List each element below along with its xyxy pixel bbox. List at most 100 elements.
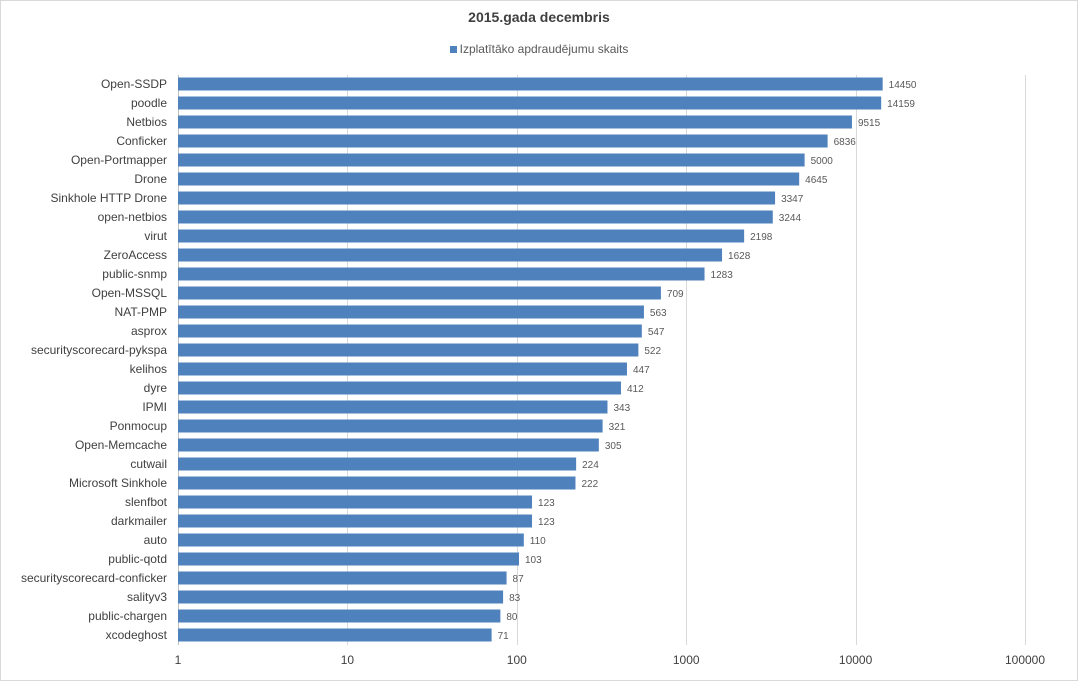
- category-label: public-qotd: [108, 552, 167, 566]
- data-label: 110: [530, 536, 546, 547]
- data-label: 1628: [728, 251, 751, 262]
- bar: [178, 343, 639, 357]
- data-label: 4645: [805, 175, 828, 186]
- category-label: kelihos: [130, 362, 167, 376]
- category-label: Microsoft Sinkhole: [69, 476, 167, 490]
- bar: [178, 628, 492, 642]
- bar: [178, 438, 599, 452]
- bar: [178, 153, 805, 167]
- bar: [178, 571, 507, 585]
- category-label: open-netbios: [98, 210, 167, 224]
- data-label: 123: [538, 498, 555, 509]
- data-label: 87: [513, 574, 525, 585]
- data-label: 9515: [858, 118, 881, 129]
- category-label: Conficker: [116, 134, 167, 148]
- category-label: asprox: [131, 324, 167, 338]
- grid-lines: [178, 75, 1026, 645]
- data-label: 5000: [811, 156, 834, 167]
- category-label: Drone: [134, 172, 167, 186]
- category-label: IPMI: [142, 400, 167, 414]
- category-label: Ponmocup: [110, 419, 168, 433]
- bar: [178, 134, 828, 148]
- category-label: securityscorecard-conficker: [21, 571, 167, 585]
- category-label: Open-MSSQL: [92, 286, 168, 300]
- data-label: 6836: [834, 137, 857, 148]
- bar: [178, 324, 642, 338]
- data-label: 447: [633, 365, 650, 376]
- bar: [178, 248, 723, 262]
- bar: [178, 495, 533, 509]
- bar: [178, 476, 576, 490]
- bar: [178, 609, 501, 623]
- category-label: Open-Memcache: [75, 438, 167, 452]
- bar: [178, 96, 882, 110]
- bar: [178, 419, 603, 433]
- category-label: auto: [144, 533, 168, 547]
- legend: Izplatītāko apdraudējumu skaits: [0, 42, 1078, 56]
- category-label: Open-Portmapper: [71, 153, 167, 167]
- chart-title: 2015.gada decembris: [468, 9, 610, 25]
- bar: [178, 381, 621, 395]
- data-label: 224: [582, 460, 599, 471]
- data-label: 563: [650, 308, 667, 319]
- bar: [178, 590, 504, 604]
- category-label: darkmailer: [111, 514, 167, 528]
- x-tick-label: 100: [507, 653, 527, 667]
- x-tick-label: 1000: [673, 653, 700, 667]
- bar: [178, 191, 776, 205]
- category-label: xcodeghost: [106, 628, 168, 642]
- category-label: ZeroAccess: [104, 248, 167, 262]
- bar: [178, 514, 533, 528]
- x-tick-label: 100000: [1005, 653, 1045, 667]
- legend-label: Izplatītāko apdraudējumu skaits: [459, 42, 629, 56]
- data-label: 305: [605, 441, 622, 452]
- data-label: 80: [506, 612, 518, 623]
- data-label: 14450: [889, 80, 917, 91]
- category-label: poodle: [131, 96, 167, 110]
- data-label: 321: [609, 422, 626, 433]
- category-label: Netbios: [126, 115, 167, 129]
- x-tick-label: 10000: [839, 653, 873, 667]
- category-label: public-chargen: [88, 609, 167, 623]
- category-label: securityscorecard-pykspa: [31, 343, 167, 357]
- bars: [178, 77, 883, 642]
- bar: [178, 305, 644, 319]
- data-label: 83: [509, 593, 521, 604]
- bar: [178, 362, 627, 376]
- data-label: 71: [498, 631, 510, 642]
- bar: [178, 229, 745, 243]
- category-label: Open-SSDP: [101, 77, 167, 91]
- data-label: 343: [613, 403, 630, 414]
- bar: [178, 533, 524, 547]
- legend-swatch: [449, 46, 457, 53]
- data-label: 547: [648, 327, 665, 338]
- data-label: 14159: [887, 99, 915, 110]
- data-label: 1283: [711, 270, 734, 281]
- bar: [178, 400, 608, 414]
- category-label: virut: [144, 229, 167, 243]
- bar: [178, 457, 577, 471]
- x-tick-label: 10: [341, 653, 355, 667]
- data-label: 3347: [781, 194, 804, 205]
- x-tick-label: 1: [175, 653, 182, 667]
- data-label: 2198: [750, 232, 773, 243]
- bar: [178, 286, 661, 300]
- category-label: public-snmp: [102, 267, 167, 281]
- bar: [178, 267, 705, 281]
- category-label: NAT-PMP: [115, 305, 167, 319]
- data-label: 222: [581, 479, 598, 490]
- bar: [178, 210, 773, 224]
- bar: [178, 77, 883, 91]
- data-label: 412: [627, 384, 644, 395]
- bar: [178, 172, 800, 186]
- category-label: Sinkhole HTTP Drone: [51, 191, 168, 205]
- data-label: 3244: [779, 213, 802, 224]
- bar: [178, 115, 852, 129]
- data-label: 522: [644, 346, 661, 357]
- data-label: 103: [525, 555, 542, 566]
- category-label: salityv3: [127, 590, 167, 604]
- data-label: 709: [667, 289, 684, 300]
